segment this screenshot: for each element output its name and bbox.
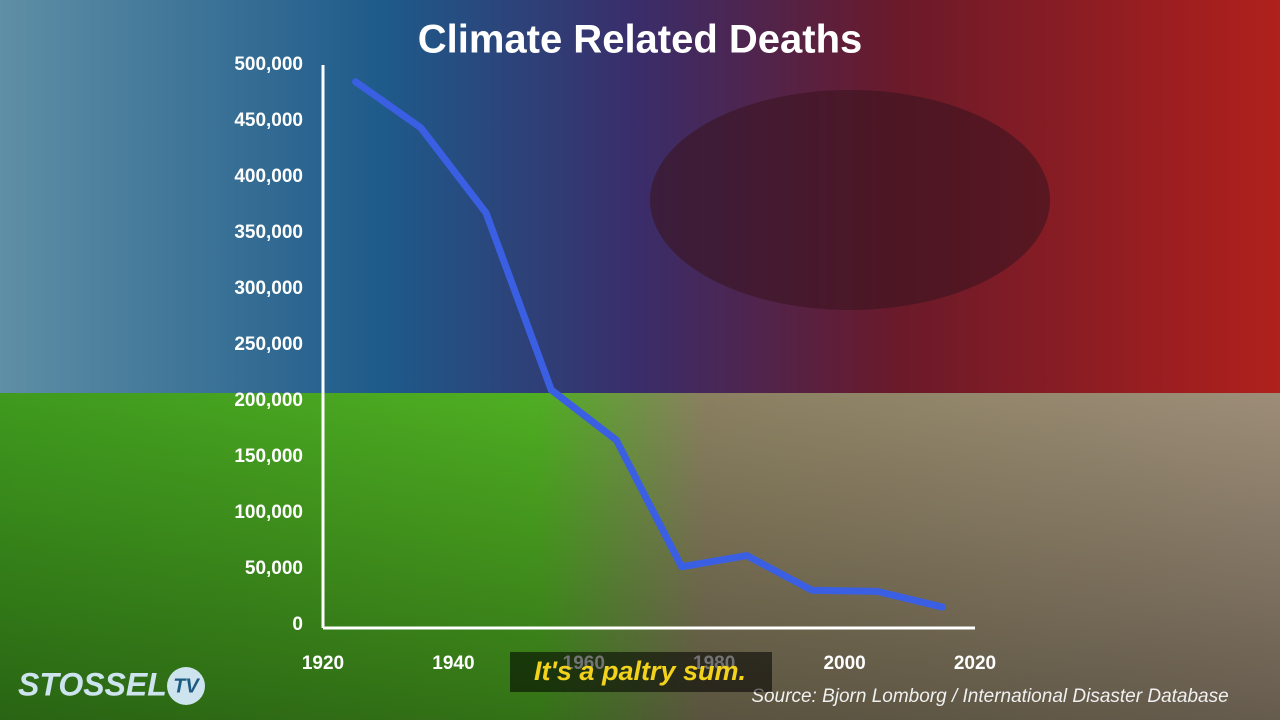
chart-title: Climate Related Deaths [418,18,863,62]
data-line [352,78,946,611]
logo-badge-text: TV [173,675,200,697]
y-tick-label: 0 [292,614,303,635]
y-tick-label: 150,000 [234,446,303,467]
y-tick-label: 50,000 [245,558,303,579]
y-tick-label: 400,000 [234,166,303,187]
storm-cloud [650,90,1050,310]
x-tick-label: 1940 [432,653,474,674]
sky-background [0,0,1280,395]
y-tick-label: 250,000 [234,334,303,355]
y-tick-label: 300,000 [234,278,303,299]
x-tick-label: 2000 [823,653,865,674]
caption: It's a paltry sum. [534,656,746,686]
source-note: Source: Bjorn Lomborg / International Di… [751,686,1228,707]
y-tick-label: 350,000 [234,222,303,243]
y-tick-label: 100,000 [234,502,303,523]
logo-brand: STOSSEL [18,666,167,702]
plot-area: 0 50,000 100,000 150,000 200,000 250,000 300,0… [234,54,996,674]
caption-box [510,652,772,692]
logo-badge [167,667,205,705]
x-tick-label: 2020 [954,653,996,674]
x-tick-label: 1920 [302,653,344,674]
y-tick-label: 450,000 [234,110,303,131]
y-tick-label: 500,000 [234,54,303,75]
y-tick-label: 200,000 [234,390,303,411]
